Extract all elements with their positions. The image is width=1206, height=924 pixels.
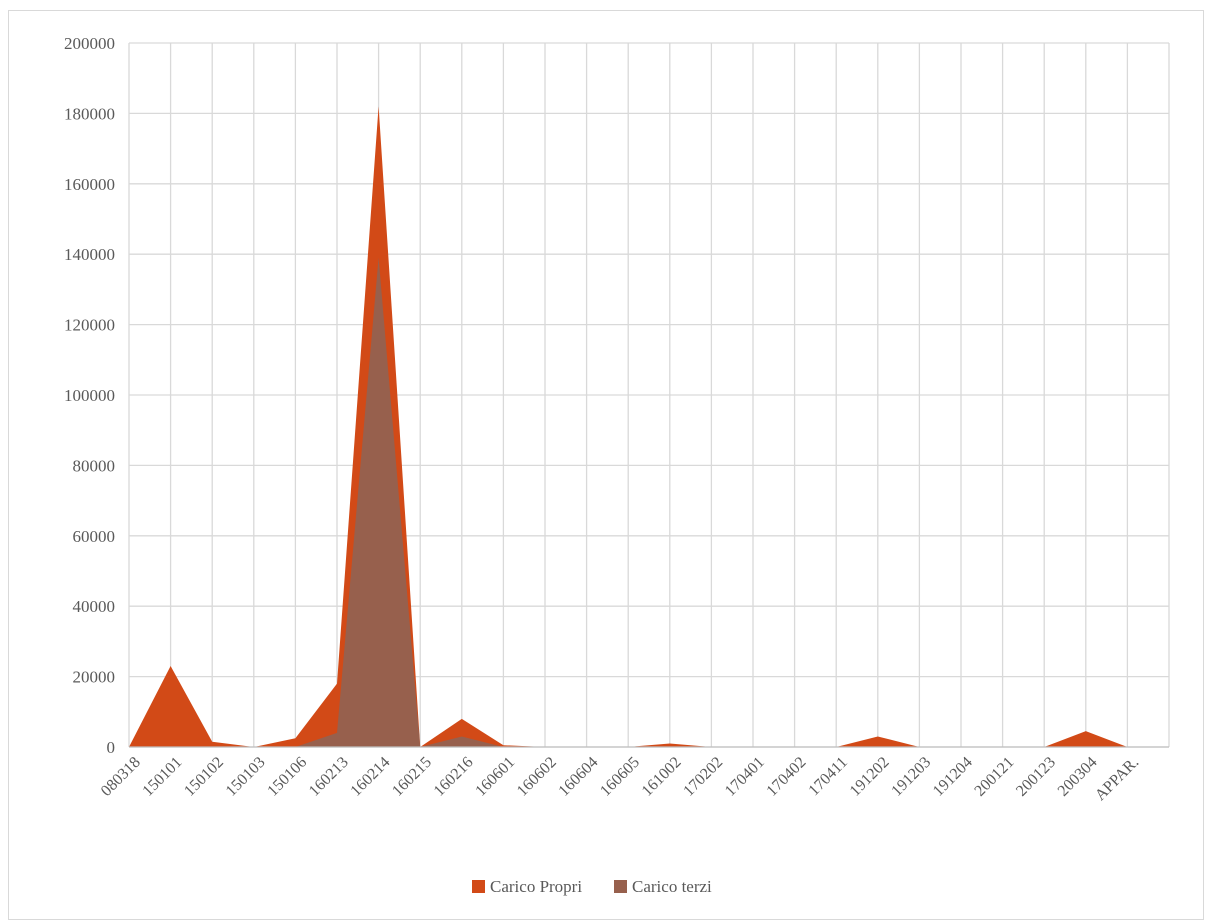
x-tick-label-5: 160213 (306, 754, 352, 800)
x-tick-label-13: 161002 (639, 754, 685, 800)
y-tick-label-2: 40000 (73, 597, 116, 616)
x-tick-label-8: 160216 (431, 754, 477, 800)
y-tick-label-3: 60000 (73, 527, 116, 546)
x-tick-label-11: 160604 (555, 754, 601, 800)
y-tick-label-10: 200000 (64, 34, 115, 53)
x-tick-label-7: 160215 (389, 754, 435, 800)
y-axis-ticks: 0 20000 40000 60000 80000 100000 120000 140000 1… (64, 34, 115, 757)
x-tick-label-20: 191204 (930, 754, 976, 800)
series-areas (129, 106, 1169, 748)
y-tick-label-0: 0 (107, 738, 116, 757)
y-tick-label-1: 20000 (73, 668, 116, 687)
x-tick-label-22: 200123 (1013, 754, 1059, 800)
series-area-1 (129, 257, 1128, 747)
x-tick-label-10: 160602 (514, 754, 560, 800)
x-tick-label-14: 170202 (680, 754, 726, 800)
legend-label-0: Carico Propri (490, 877, 582, 896)
legend-swatch-0 (472, 880, 485, 893)
x-tick-label-19: 191203 (888, 754, 934, 800)
x-tick-label-4: 150106 (264, 754, 310, 800)
y-tick-label-7: 140000 (64, 245, 115, 264)
x-tick-label-12: 160605 (597, 754, 643, 800)
y-tick-label-5: 100000 (64, 386, 115, 405)
legend-swatch-1 (614, 880, 627, 893)
gridlines (128, 42, 1170, 748)
x-tick-label-17: 170411 (805, 754, 851, 800)
x-tick-label-18: 191202 (847, 754, 893, 800)
y-tick-label-9: 180000 (64, 104, 115, 123)
area-chart: 0 20000 40000 60000 80000 100000 120000 140000 1… (64, 34, 1170, 896)
y-tick-label-8: 160000 (64, 175, 115, 194)
x-tick-label-9: 160601 (472, 754, 518, 800)
x-tick-label-2: 150102 (181, 754, 227, 800)
legend: Carico Propri Carico terzi (472, 877, 712, 896)
x-tick-label-15: 170401 (722, 754, 768, 800)
x-tick-label-3: 150103 (223, 754, 269, 800)
x-axis-ticks: 0803181501011501021501031501061602131602… (98, 754, 1142, 804)
chart-frame: 0 20000 40000 60000 80000 100000 120000 140000 1… (8, 10, 1204, 920)
x-tick-label-24: APPAR. (1092, 754, 1142, 804)
x-tick-label-21: 200121 (971, 754, 1017, 800)
legend-label-1: Carico terzi (632, 877, 712, 896)
x-tick-label-1: 150101 (139, 754, 185, 800)
y-tick-label-4: 80000 (73, 456, 116, 475)
x-tick-label-16: 170402 (763, 754, 809, 800)
x-tick-label-6: 160214 (347, 754, 393, 800)
y-tick-label-6: 120000 (64, 316, 115, 335)
x-tick-label-0: 080318 (98, 754, 144, 800)
